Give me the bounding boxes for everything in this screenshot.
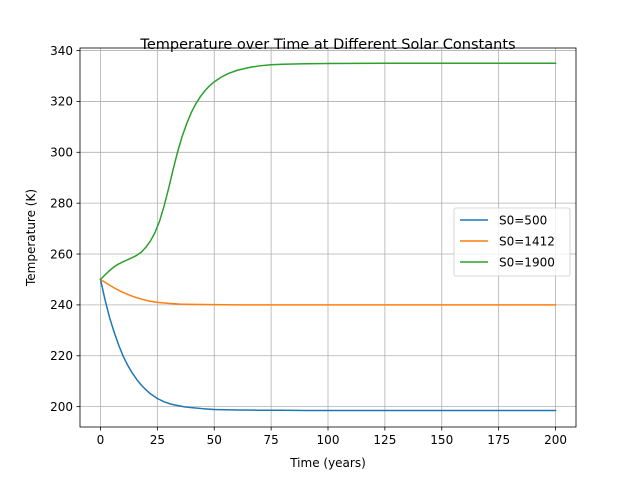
- y-tick-label: 320: [50, 95, 73, 109]
- x-tick-label: 75: [263, 433, 278, 447]
- legend-box: [453, 207, 571, 277]
- y-tick-label: 200: [50, 400, 73, 414]
- x-tick-label: 25: [150, 433, 165, 447]
- legend-label: S0=1412: [499, 234, 555, 248]
- x-tick-label: 0: [97, 433, 105, 447]
- legend-label: S0=500: [499, 213, 547, 227]
- x-tick-label: 150: [430, 433, 453, 447]
- y-tick-label: 220: [50, 349, 73, 363]
- chart-title: Temperature over Time at Different Solar…: [139, 37, 515, 53]
- series-line-s0-1900: [99, 62, 557, 281]
- legend-label: S0=1900: [499, 255, 555, 269]
- y-tick-label: 340: [50, 44, 73, 58]
- x-tick-label: 175: [487, 433, 510, 447]
- legend: S0=500 S0=1412 S0=1900: [453, 207, 571, 277]
- y-tick-label: 300: [50, 146, 73, 160]
- x-tick-label: 50: [207, 433, 222, 447]
- x-tick-label: 200: [544, 433, 567, 447]
- axis-ticks: 0 25 50 75 100 125 150 175 200 200 220 240 260 280 300…: [50, 44, 567, 447]
- y-axis-label: Temperature (K): [24, 189, 38, 287]
- series-line-s0-1412: [99, 278, 557, 306]
- y-tick-label: 280: [50, 196, 73, 210]
- x-axis-label: Time (years): [289, 456, 366, 470]
- series-layer: [99, 62, 557, 412]
- x-tick-label: 125: [373, 433, 396, 447]
- series-line-s0-500: [99, 278, 557, 412]
- y-tick-label: 260: [50, 247, 73, 261]
- y-tick-label: 240: [50, 298, 73, 312]
- x-tick-label: 100: [317, 433, 340, 447]
